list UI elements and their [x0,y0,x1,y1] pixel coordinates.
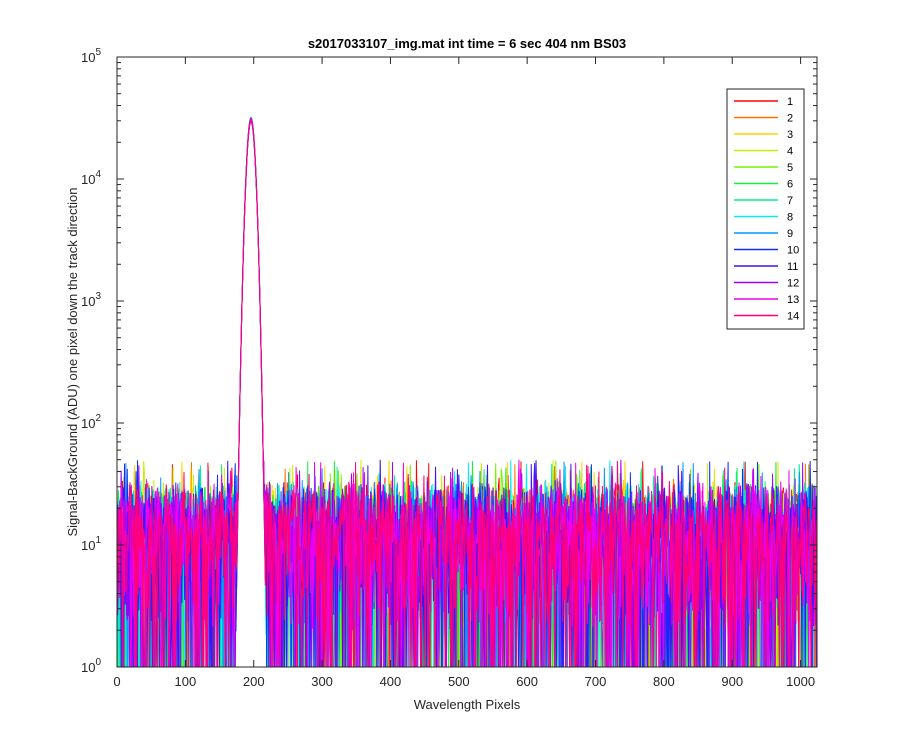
legend-label-5: 5 [787,162,793,174]
x-tick-label: 300 [311,674,333,689]
legend-label-1: 1 [787,96,793,108]
legend-label-9: 9 [787,228,793,240]
series-line-12 [116,120,818,668]
x-tick-label: 400 [380,674,402,689]
x-tick-label: 500 [448,674,470,689]
legend-label-10: 10 [787,245,799,257]
y-tick-label: 101 [81,535,101,553]
x-tick-label: 700 [585,674,607,689]
y-tick-label: 102 [81,413,101,431]
legend-label-7: 7 [787,195,793,207]
legend-label-14: 14 [787,311,799,323]
legend-label-12: 12 [787,278,799,290]
y-tick-label: 105 [81,47,101,65]
series-line-14 [116,117,818,668]
x-tick-label: 0 [113,674,120,689]
legend-label-2: 2 [787,113,793,125]
x-tick-label: 200 [243,674,265,689]
chart-title: s2017033107_img.mat int time = 6 sec 404… [308,36,626,51]
x-tick-label: 1000 [786,674,815,689]
x-tick-label: 600 [516,674,538,689]
legend-label-11: 11 [787,261,798,273]
y-axis-label: Signal-BackGround (ADU) one pixel down t… [65,187,80,536]
y-tick-label: 100 [81,657,101,675]
legend-label-6: 6 [787,179,793,191]
x-tick-label: 100 [175,674,197,689]
axes-box [116,56,818,668]
y-tick-label: 103 [81,291,101,309]
legend-label-3: 3 [787,129,793,141]
x-tick-label: 900 [721,674,743,689]
legend-label-4: 4 [787,146,793,158]
x-ticks: 0 100 200 300 400 500 600 700 800 900 1000 [113,57,815,689]
legend-label-8: 8 [787,212,793,224]
x-axis-label: Wavelength Pixels [414,697,521,712]
x-tick-label: 800 [653,674,675,689]
legend-label-13: 13 [787,294,799,306]
y-tick-label: 104 [81,169,101,187]
legend-box [726,88,805,330]
